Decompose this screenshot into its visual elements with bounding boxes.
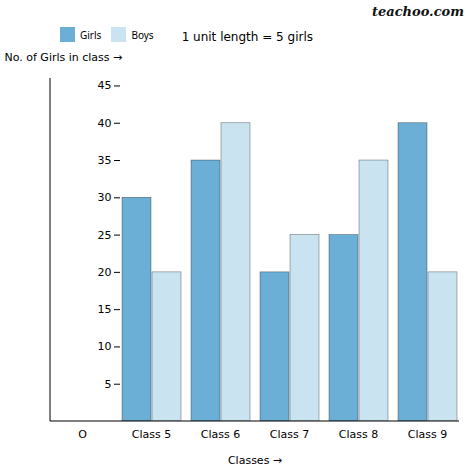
svg-text:45: 45 bbox=[98, 79, 112, 92]
svg-text:Class 9: Class 9 bbox=[408, 428, 447, 441]
html-text:Girls: Girls bbox=[80, 27, 102, 42]
svg-text:20: 20 bbox=[98, 266, 112, 279]
svg-text:Class 7: Class 7 bbox=[270, 428, 309, 441]
svg-text:25: 25 bbox=[98, 229, 112, 242]
svg-text:Class 8: Class 8 bbox=[339, 428, 378, 441]
html-text:teachoo.com: teachoo.com bbox=[371, 4, 464, 19]
svg-text:40: 40 bbox=[98, 117, 112, 130]
svg-text:O: O bbox=[78, 428, 87, 441]
svg-text:Class 5: Class 5 bbox=[132, 428, 171, 441]
svg-text:5: 5 bbox=[105, 378, 112, 391]
html-text:1 unit length = 5 girls: 1 unit length = 5 girls bbox=[181, 30, 313, 44]
svg-text:15: 15 bbox=[98, 303, 112, 316]
svg-text:No. of Girls in class →: No. of Girls in class → bbox=[5, 51, 123, 64]
svg-text:30: 30 bbox=[98, 191, 112, 204]
svg-text:35: 35 bbox=[98, 154, 112, 167]
svg-text:10: 10 bbox=[98, 340, 112, 353]
html-text:Boys: Boys bbox=[131, 27, 154, 42]
svg-text:Class 6: Class 6 bbox=[201, 428, 240, 441]
svg-text:Classes →: Classes → bbox=[228, 454, 282, 467]
